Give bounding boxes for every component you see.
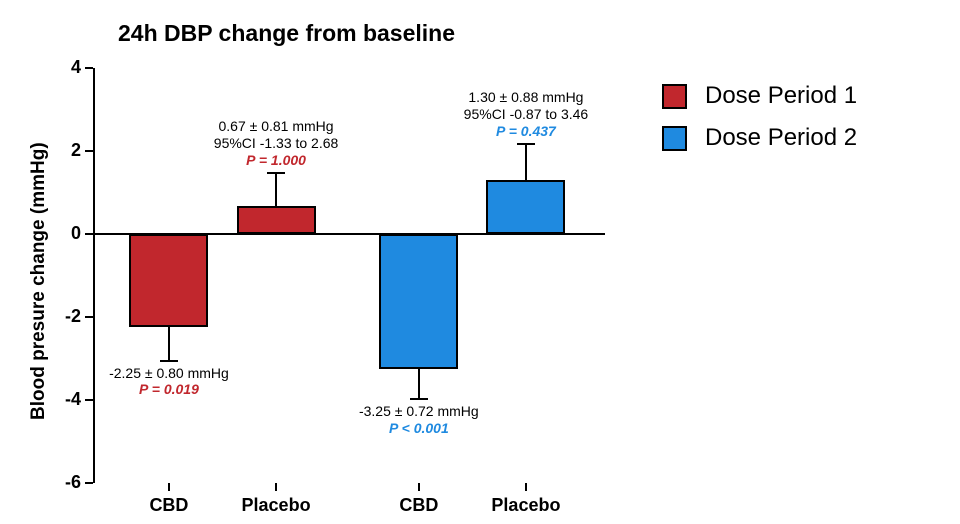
y-axis-title: Blood presure change (mmHg): [28, 142, 50, 420]
bar-annotation: 1.30 ± 0.88 mmHg95%CI -0.87 to 3.46P = 0…: [426, 89, 626, 139]
legend-label: Dose Period 2: [705, 124, 857, 152]
p-value: P = 0.019: [69, 381, 269, 398]
error-cap: [267, 172, 285, 174]
p-value: P = 1.000: [176, 152, 376, 169]
y-tick: [85, 150, 93, 152]
annotation-line: 0.67 ± 0.81 mmHg: [176, 118, 376, 135]
x-tick-label: CBD: [109, 495, 229, 516]
plot-area: -6-4-2024-2.25 ± 0.80 mmHgP = 0.019CBD0.…: [95, 68, 605, 483]
y-axis-line: [93, 68, 95, 483]
x-tick-label: Placebo: [216, 495, 336, 516]
p-value: P < 0.001: [319, 420, 519, 437]
error-cap: [160, 360, 178, 362]
x-tick: [418, 483, 420, 491]
bar: [379, 234, 458, 369]
legend: Dose Period 1 Dose Period 2: [662, 82, 857, 166]
legend-item: Dose Period 2: [662, 124, 857, 152]
y-tick: [85, 316, 93, 318]
legend-swatch: [662, 126, 687, 151]
bar-annotation: -2.25 ± 0.80 mmHgP = 0.019: [69, 365, 269, 399]
x-tick-label: CBD: [359, 495, 479, 516]
chart-title: 24h DBP change from baseline: [118, 20, 455, 47]
legend-swatch: [662, 84, 687, 109]
y-tick-label: 0: [41, 223, 81, 244]
p-value: P = 0.437: [426, 123, 626, 140]
error-cap: [410, 398, 428, 400]
x-tick: [168, 483, 170, 491]
bar-annotation: -3.25 ± 0.72 mmHgP < 0.001: [319, 403, 519, 437]
error-bar: [525, 144, 527, 181]
annotation-line: 95%CI -0.87 to 3.46: [426, 106, 626, 123]
bar: [237, 206, 316, 234]
x-tick: [275, 483, 277, 491]
bar: [129, 234, 208, 327]
y-tick-label: -6: [41, 472, 81, 493]
error-bar: [168, 327, 170, 360]
chart-root: 24h DBP change from baseline Blood presu…: [0, 0, 960, 524]
error-bar: [418, 369, 420, 399]
annotation-line: 1.30 ± 0.88 mmHg: [426, 89, 626, 106]
y-tick-label: 4: [41, 57, 81, 78]
annotation-line: -2.25 ± 0.80 mmHg: [69, 365, 269, 382]
annotation-line: 95%CI -1.33 to 2.68: [176, 135, 376, 152]
y-tick: [85, 399, 93, 401]
y-tick: [85, 233, 93, 235]
y-tick: [85, 482, 93, 484]
y-tick: [85, 67, 93, 69]
x-tick-label: Placebo: [466, 495, 586, 516]
legend-label: Dose Period 1: [705, 82, 857, 110]
error-cap: [517, 143, 535, 145]
bar: [486, 180, 565, 234]
y-tick-label: 2: [41, 140, 81, 161]
x-tick: [525, 483, 527, 491]
error-bar: [275, 173, 277, 207]
legend-item: Dose Period 1: [662, 82, 857, 110]
annotation-line: -3.25 ± 0.72 mmHg: [319, 403, 519, 420]
bar-annotation: 0.67 ± 0.81 mmHg95%CI -1.33 to 2.68P = 1…: [176, 118, 376, 168]
y-tick-label: -2: [41, 306, 81, 327]
